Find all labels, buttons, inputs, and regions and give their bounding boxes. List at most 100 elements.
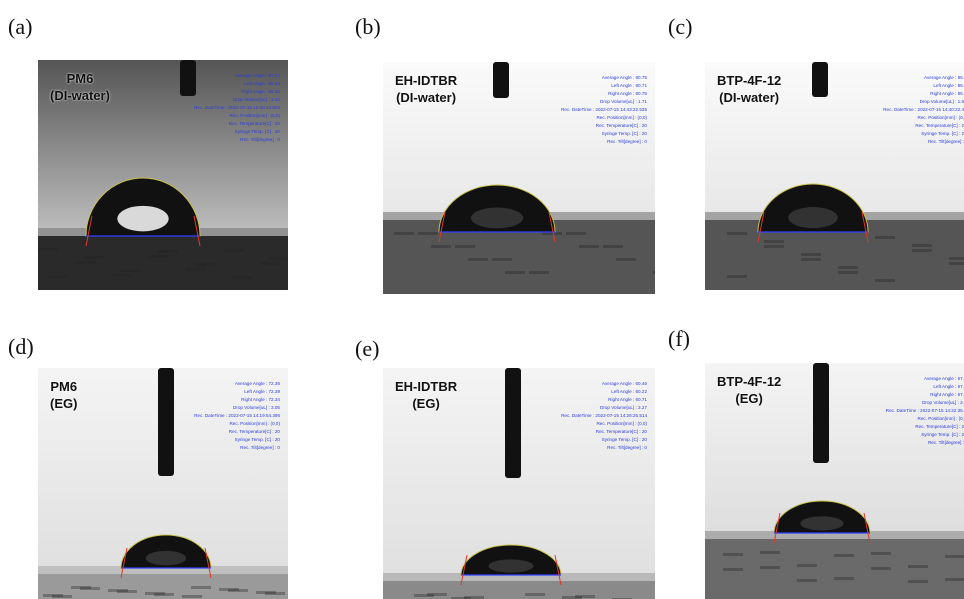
sample-label: BTP-4F-12(DI-water) bbox=[717, 72, 781, 106]
texture bbox=[603, 245, 623, 248]
substrate bbox=[38, 228, 288, 290]
info-line: Right Angle : 85. bbox=[883, 90, 964, 98]
droplet-highlight bbox=[788, 207, 838, 228]
info-line: Rec. Tilt[degree] : bbox=[886, 439, 964, 447]
micrograph: EH-IDTBR(EG)Average Angle : 60.46Left An… bbox=[383, 368, 655, 599]
texture bbox=[912, 249, 932, 252]
texture bbox=[834, 554, 854, 557]
texture bbox=[149, 255, 169, 258]
info-line: Average Angle : 80.75 bbox=[561, 74, 647, 82]
texture bbox=[838, 271, 858, 274]
sample-name: PM6 bbox=[50, 378, 77, 395]
texture bbox=[727, 232, 747, 235]
texture bbox=[797, 564, 817, 567]
texture bbox=[117, 590, 137, 593]
info-line: Rec. Tilt[degree] : bbox=[883, 138, 964, 146]
info-line: Syringe Temp. [C] : 20 bbox=[561, 436, 647, 444]
info-line: Syringe Temp. [C] : 20 bbox=[194, 128, 280, 136]
info-line: Rec. Tilt[degree] : 0 bbox=[561, 138, 647, 146]
texture bbox=[949, 262, 964, 265]
info-line: Rec. Temperature[C] : 20 bbox=[561, 122, 647, 130]
micrograph: BTP-4F-12(EG)Average Angle : 67.Left Ang… bbox=[705, 363, 964, 599]
micrograph: EH-IDTBR(DI-water) Average Angle : 80.75L… bbox=[383, 62, 655, 294]
info-line: Rec. Position[mm] : (0, bbox=[886, 415, 964, 423]
texture bbox=[871, 552, 891, 555]
solvent-name: (DI-water) bbox=[395, 89, 457, 106]
info-line: Syringe Temp. [C] : 2 bbox=[886, 431, 964, 439]
texture bbox=[912, 244, 932, 247]
droplet-highlight bbox=[471, 208, 523, 229]
texture bbox=[723, 568, 743, 571]
texture bbox=[431, 245, 451, 248]
info-line: Average Angle : 72.36 bbox=[194, 380, 280, 388]
texture bbox=[760, 566, 780, 569]
info-line: Average Angle : 67. bbox=[886, 375, 964, 383]
texture bbox=[121, 269, 141, 272]
info-line: Drop Volume[uL] : 1.6 bbox=[883, 98, 964, 106]
solvent-name: (DI-water) bbox=[717, 89, 781, 106]
texture bbox=[945, 555, 964, 558]
info-line: Right Angle : 60.71 bbox=[561, 396, 647, 404]
info-line: Rec. DateTime : 2022-07-15 14:40:22.4 bbox=[883, 106, 964, 114]
texture bbox=[38, 248, 58, 251]
sample-label: PM6(DI-water) bbox=[50, 70, 110, 104]
texture bbox=[394, 232, 414, 235]
info-line: Average Angle : 97.07 bbox=[194, 72, 280, 80]
info-line: Rec. Position[mm] : (0,0) bbox=[561, 114, 647, 122]
texture bbox=[232, 276, 252, 279]
info-line: Syringe Temp. [C] : 20 bbox=[194, 436, 280, 444]
info-line: Rec. DateTime : 2022-07-15 12:00:14.903 bbox=[194, 104, 280, 112]
texture bbox=[529, 271, 549, 274]
texture bbox=[260, 262, 280, 265]
texture bbox=[764, 240, 784, 243]
texture bbox=[653, 271, 655, 274]
texture bbox=[908, 580, 928, 583]
texture bbox=[505, 271, 525, 274]
sample-name: BTP-4F-12 bbox=[717, 72, 781, 89]
panel-label: (d) bbox=[8, 334, 34, 360]
texture bbox=[566, 232, 586, 235]
sample-name: PM6 bbox=[50, 70, 110, 87]
info-line: Left Angle : 86. bbox=[883, 82, 964, 90]
texture bbox=[908, 565, 928, 568]
needle bbox=[158, 368, 174, 476]
texture bbox=[186, 268, 206, 271]
texture bbox=[80, 587, 100, 590]
info-line: Rec. DateTime : 2022-07-15 14:43:22.535 bbox=[561, 106, 647, 114]
solvent-name: (EG) bbox=[717, 390, 781, 407]
texture bbox=[875, 279, 895, 282]
info-line: Left Angle : 67. bbox=[886, 383, 964, 391]
panel-label: (a) bbox=[8, 14, 32, 40]
texture bbox=[871, 567, 891, 570]
info-line: Drop Volume[uL] : 1.71 bbox=[561, 98, 647, 106]
texture bbox=[84, 256, 104, 259]
droplet-highlight bbox=[800, 516, 843, 530]
info-line: Left Angle : 72.39 bbox=[194, 388, 280, 396]
measurement-info: Average Angle : 97.07Left Angle : 95.34R… bbox=[194, 72, 280, 144]
texture bbox=[195, 263, 215, 266]
needle bbox=[493, 62, 509, 98]
info-line: Drop Volume[uL] : 3.05 bbox=[194, 404, 280, 412]
texture bbox=[182, 595, 202, 598]
info-line: Rec. Position[mm] : (0, bbox=[883, 114, 964, 122]
info-line: Rec. Temperature[C] : 20 bbox=[561, 428, 647, 436]
info-line: Syringe Temp. [C] : 20 bbox=[561, 130, 647, 138]
texture bbox=[764, 245, 784, 248]
texture bbox=[801, 258, 821, 261]
info-line: Right Angle : 72.34 bbox=[194, 396, 280, 404]
sample-label: EH-IDTBR(DI-water) bbox=[395, 72, 457, 106]
texture bbox=[47, 275, 67, 278]
droplet-highlight bbox=[117, 206, 168, 232]
info-line: Rec. Tilt[degree] : 0 bbox=[561, 444, 647, 452]
info-line: Rec. DateTime : 2022-07-15 14:19:54.396 bbox=[194, 412, 280, 420]
texture bbox=[525, 593, 545, 596]
info-line: Drop Volume[uL] : 3.27 bbox=[561, 404, 647, 412]
info-line: Left Angle : 80.71 bbox=[561, 82, 647, 90]
solvent-name: (DI-water) bbox=[50, 87, 110, 104]
texture bbox=[158, 250, 178, 253]
texture bbox=[52, 595, 72, 598]
droplet-highlight bbox=[489, 559, 534, 572]
info-line: Rec. Temperature[C] : 2 bbox=[886, 423, 964, 431]
